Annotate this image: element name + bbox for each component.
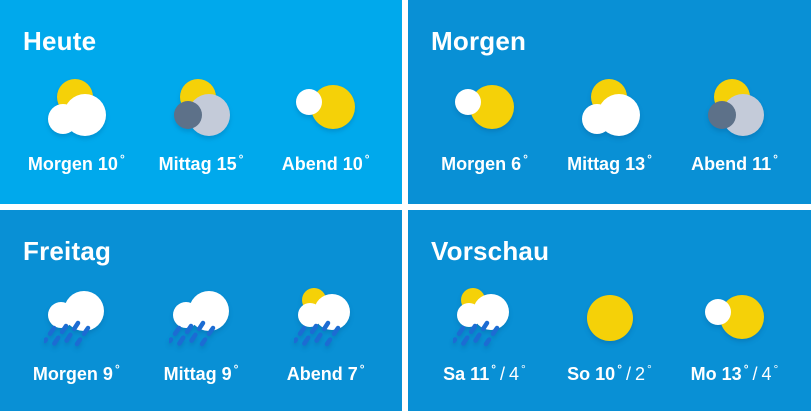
forecast-row: Morgen 10 ° Mittag 15 ° Abend 10 ° [0,76,402,175]
forecast-label: Morgen 10 ° [27,152,125,175]
forecast-item: Morgen 10 ° [14,76,139,175]
day-label: Mo [690,364,717,384]
daypart-label: Morgen [27,154,93,174]
forecast-label: Mittag 9 ° [163,362,239,385]
sun-small-cloud-icon [703,286,767,350]
temperature-value: 9 [221,364,232,384]
forecast-row: Morgen 9 ° Mittag 9 ° Abend 7 ° [0,286,402,385]
temperature-low: /4 ° [500,362,526,384]
sun-behind-cloud-icon [578,76,642,140]
temperature-value: 9 [102,364,113,384]
degree-symbol: ° [359,362,365,376]
forecast-item: Abend 7 ° [263,286,388,385]
forecast-item: Abend 11 ° [672,76,797,175]
forecast-item: Morgen 9 ° [14,286,139,385]
daypart-label: Morgen [32,364,98,384]
rain-cloud-icon [43,286,108,350]
sun-small-cloud-icon [453,76,517,140]
forecast-item: Mittag 13 ° [547,76,672,175]
daypart-label: Abend [281,154,338,174]
forecast-label: So 10 °/2 ° [567,362,652,385]
forecast-label: Abend 11 ° [691,152,778,175]
forecast-item: Mittag 9 ° [139,286,264,385]
sun-rain-cloud-icon [451,286,517,350]
sun-small-cloud-icon [294,76,358,140]
panel-title: Morgen [431,26,527,56]
degree-symbol: ° [773,362,779,376]
forecast-label: Morgen 6 ° [441,152,528,175]
forecast-row: Morgen 6 ° Mittag 13 ° Abend 11 ° [408,76,811,175]
daypart-label: Morgen [441,154,507,174]
forecast-label: Abend 7 ° [286,362,365,385]
forecast-item: Mo 13 °/4 ° [672,286,797,385]
panel-vorschau: Vorschau Sa 11 °/4 ° So 10 °/2 ° Mo 13 °/4 ° [408,210,811,411]
daypart-label: Mittag [567,154,621,174]
temp-separator: / [752,364,758,384]
sun-rain-cloud-icon [292,286,358,350]
forecast-item: So 10 °/2 ° [547,286,672,385]
temperature-value: 10 [342,154,363,174]
degree-symbol: ° [364,152,370,166]
panel-morgen: Morgen Morgen 6 ° Mittag 13 ° Abend 11 ° [408,0,811,204]
degree-symbol: ° [743,362,749,376]
day-label: Sa [443,364,466,384]
temperature-value: 6 [511,154,522,174]
forecast-label: Abend 10 ° [281,152,370,175]
daypart-label: Mittag [158,154,212,174]
degree-symbol: ° [773,152,778,166]
daypart-label: Mittag [163,364,217,384]
forecast-label: Sa 11 °/4 ° [443,362,526,385]
sun-icon [578,286,642,350]
temperature-value: 11 [752,154,772,174]
temp-separator: / [500,364,506,384]
forecast-item: Mittag 15 ° [139,76,264,175]
degree-symbol: ° [119,152,125,166]
forecast-row: Sa 11 °/4 ° So 10 °/2 ° Mo 13 °/4 ° [408,286,811,385]
daypart-label: Abend [286,364,343,384]
forecast-label: Mittag 13 ° [567,152,652,175]
degree-symbol: ° [617,362,622,376]
forecast-label: Mittag 15 ° [158,152,244,175]
forecast-item: Morgen 6 ° [422,76,547,175]
forecast-label: Morgen 9 ° [32,362,120,385]
degree-symbol: ° [647,362,652,376]
panel-title: Vorschau [431,236,550,266]
degree-symbol: ° [523,152,528,166]
degree-symbol: ° [233,362,239,376]
forecast-item: Sa 11 °/4 ° [422,286,547,385]
panel-heute: Heute Morgen 10 ° Mittag 15 ° Abend 10 ° [0,0,402,204]
sun-behind-gray-cloud-icon [169,76,233,140]
temperature-high: 10 [595,364,616,384]
temperature-value: 13 [625,154,646,174]
sun-behind-gray-cloud-icon [703,76,767,140]
temperature-value: 15 [216,154,237,174]
panel-title: Freitag [23,236,112,266]
rain-cloud-icon [167,286,233,350]
degree-symbol: ° [647,152,652,166]
temperature-high: 11 [470,364,490,384]
day-label: So [567,364,591,384]
forecast-item: Abend 10 ° [263,76,388,175]
temperature-low: /4 ° [752,362,779,384]
temperature-value: 10 [97,154,118,174]
temp-separator: / [626,364,632,384]
daypart-label: Abend [691,154,748,174]
forecast-label: Mo 13 °/4 ° [690,362,779,385]
degree-symbol: ° [238,152,244,166]
sun-behind-cloud-icon [44,76,108,140]
degree-symbol: ° [114,362,120,376]
temperature-low: /2 ° [626,362,652,384]
panel-freitag: Freitag Morgen 9 ° Mittag 9 ° Abend 7 ° [0,210,402,411]
degree-symbol: ° [521,362,526,376]
temperature-high: 13 [721,364,742,384]
panel-title: Heute [23,26,97,56]
degree-symbol: ° [491,362,497,376]
temperature-value: 7 [347,364,358,384]
